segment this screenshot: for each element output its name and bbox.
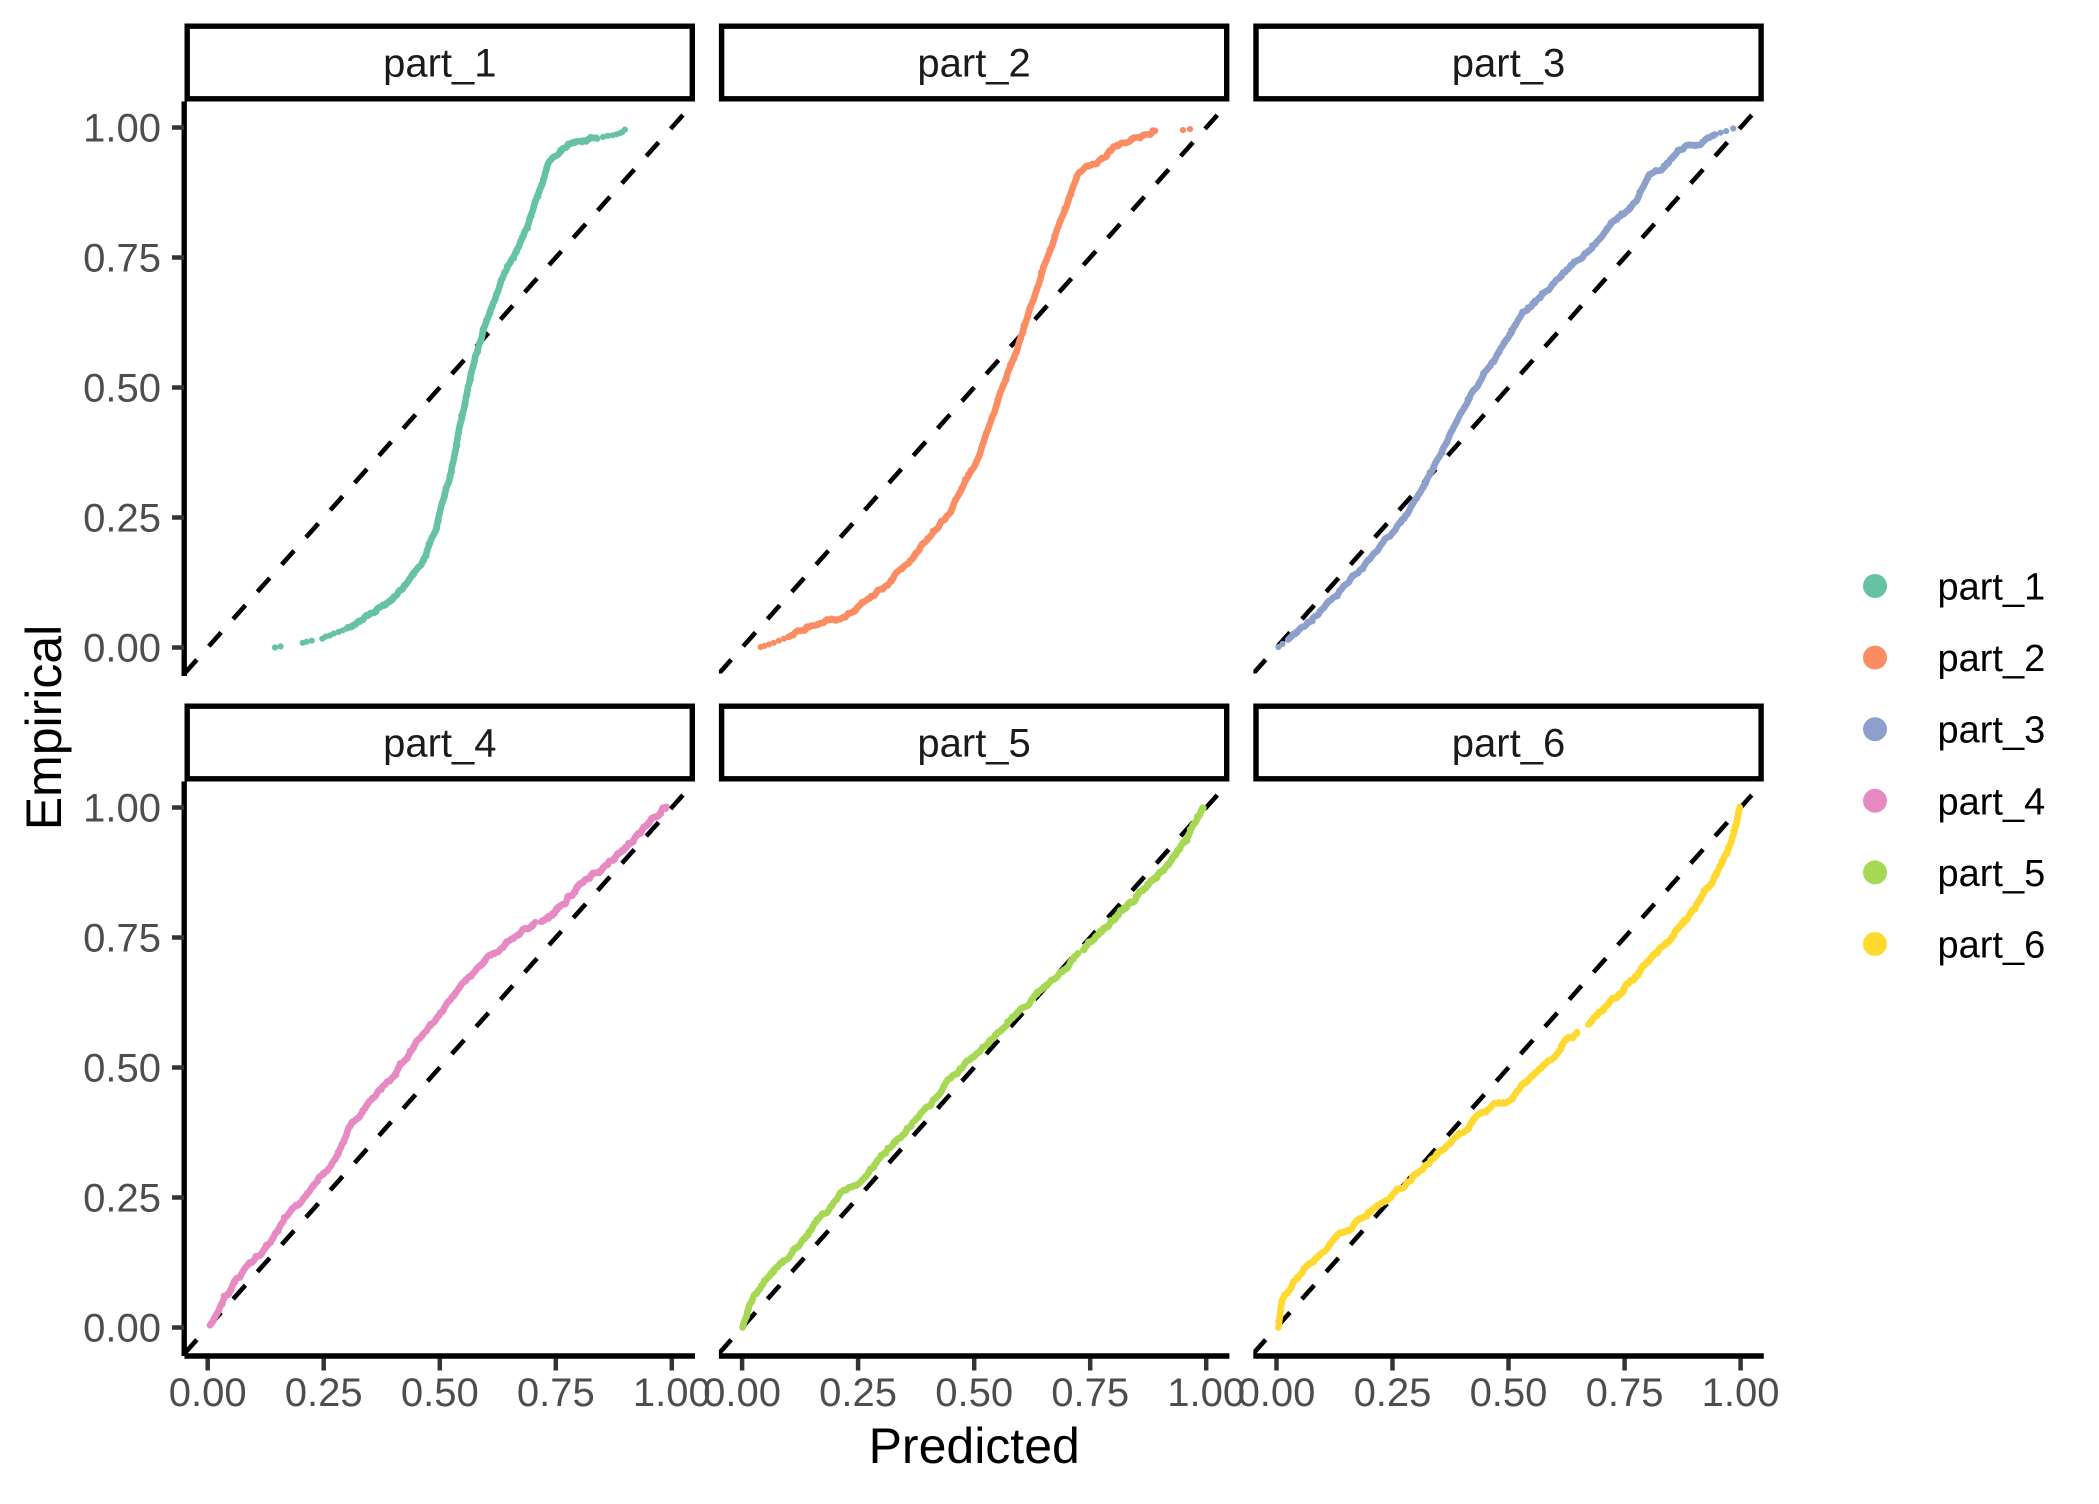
svg-text:part_5: part_5 [917, 722, 1030, 766]
svg-text:0.00: 0.00 [169, 1371, 247, 1415]
svg-text:0.25: 0.25 [285, 1371, 363, 1415]
svg-text:part_6: part_6 [1452, 722, 1565, 766]
svg-text:part_2: part_2 [917, 42, 1030, 86]
svg-text:part_3: part_3 [1452, 42, 1565, 86]
svg-text:0.25: 0.25 [1354, 1371, 1432, 1415]
svg-text:0.00: 0.00 [83, 627, 161, 671]
svg-text:0.50: 0.50 [1470, 1371, 1548, 1415]
svg-text:part_1: part_1 [383, 42, 496, 86]
svg-text:1.00: 1.00 [83, 107, 161, 151]
svg-text:0.00: 0.00 [1238, 1371, 1316, 1415]
svg-text:0.75: 0.75 [1586, 1371, 1664, 1415]
svg-text:Predicted: Predicted [869, 1418, 1080, 1474]
svg-text:part_1: part_1 [1938, 567, 2046, 609]
svg-text:0.00: 0.00 [83, 1307, 161, 1351]
svg-text:0.75: 0.75 [517, 1371, 595, 1415]
svg-text:0.50: 0.50 [401, 1371, 479, 1415]
svg-text:part_4: part_4 [1938, 781, 2046, 823]
svg-text:0.75: 0.75 [83, 917, 161, 961]
svg-text:1.00: 1.00 [1702, 1371, 1780, 1415]
svg-text:0.50: 0.50 [935, 1371, 1013, 1415]
svg-text:0.25: 0.25 [819, 1371, 897, 1415]
svg-text:part_6: part_6 [1938, 925, 2046, 967]
svg-text:part_2: part_2 [1938, 638, 2046, 680]
svg-text:1.00: 1.00 [83, 787, 161, 831]
svg-text:part_5: part_5 [1938, 853, 2046, 895]
svg-text:Empirical: Empirical [16, 625, 72, 831]
svg-text:1.00: 1.00 [1167, 1371, 1245, 1415]
svg-text:part_4: part_4 [383, 722, 496, 766]
svg-text:0.00: 0.00 [703, 1371, 781, 1415]
svg-text:0.50: 0.50 [83, 1047, 161, 1091]
svg-text:0.75: 0.75 [83, 237, 161, 281]
svg-text:0.25: 0.25 [83, 497, 161, 541]
svg-text:part_3: part_3 [1938, 710, 2046, 752]
svg-text:1.00: 1.00 [633, 1371, 711, 1415]
svg-text:0.50: 0.50 [83, 367, 161, 411]
svg-text:0.25: 0.25 [83, 1177, 161, 1221]
svg-text:0.75: 0.75 [1051, 1371, 1129, 1415]
